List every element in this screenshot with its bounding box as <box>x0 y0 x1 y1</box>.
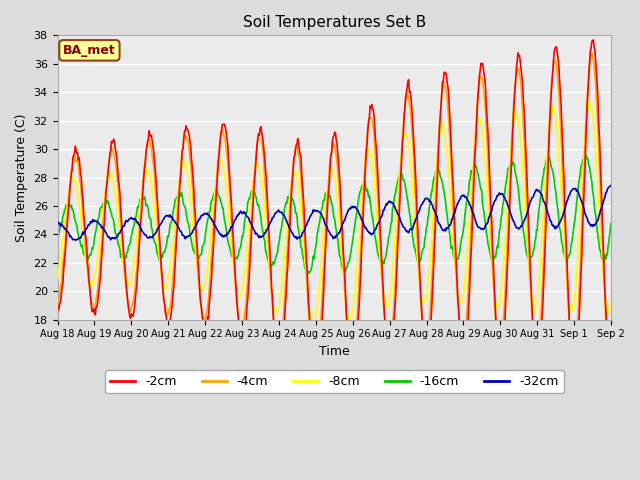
X-axis label: Time: Time <box>319 345 349 358</box>
Legend: -2cm, -4cm, -8cm, -16cm, -32cm: -2cm, -4cm, -8cm, -16cm, -32cm <box>105 370 563 393</box>
Y-axis label: Soil Temperature (C): Soil Temperature (C) <box>15 113 28 242</box>
Text: BA_met: BA_met <box>63 44 116 57</box>
Title: Soil Temperatures Set B: Soil Temperatures Set B <box>243 15 426 30</box>
